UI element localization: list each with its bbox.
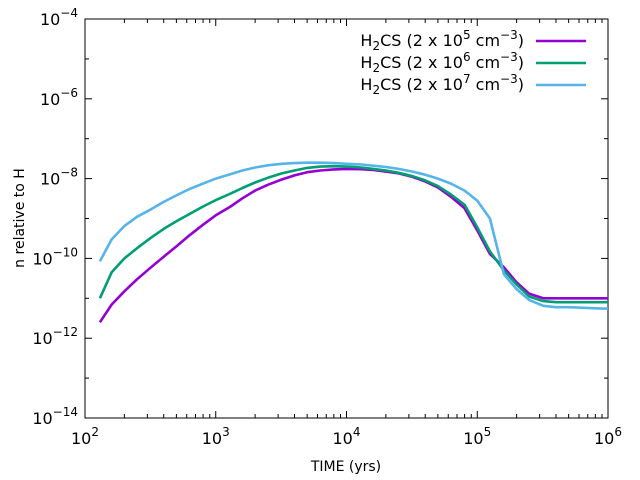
legend: H2CS (2 x 105 cm−3)H2CS (2 x 106 cm−3)H2… bbox=[360, 28, 586, 97]
x-tick-labels: 102 103 104 105 106 bbox=[71, 425, 622, 448]
series-line-3 bbox=[98, 161, 609, 310]
series-line-1 bbox=[98, 167, 608, 324]
legend-label-2: H2CS (2 x 106 cm−3) bbox=[360, 50, 524, 75]
y-tick-label: 10−8 bbox=[40, 166, 78, 189]
x-tick-label: 104 bbox=[333, 425, 361, 448]
series-lines bbox=[98, 161, 609, 324]
ticks bbox=[84, 18, 609, 419]
y-tick-label: 10−10 bbox=[32, 245, 78, 268]
x-axis-label: TIME (yrs) bbox=[310, 459, 381, 475]
x-tick-label: 105 bbox=[463, 425, 491, 448]
y-tick-label: 10−6 bbox=[40, 86, 78, 109]
x-tick-label: 106 bbox=[594, 425, 622, 448]
x-tick-label: 102 bbox=[71, 425, 99, 448]
legend-label-1: H2CS (2 x 105 cm−3) bbox=[360, 28, 524, 53]
y-tick-label: 10−14 bbox=[32, 405, 78, 428]
legend-label-3: H2CS (2 x 107 cm−3) bbox=[360, 72, 524, 97]
plot-area bbox=[84, 18, 609, 419]
x-tick-label: 103 bbox=[202, 425, 230, 448]
y-axis-label: n relative to H bbox=[12, 168, 28, 268]
y-tick-label: 10−12 bbox=[32, 325, 78, 348]
series-line-2 bbox=[98, 164, 608, 304]
y-tick-label: 10−4 bbox=[40, 6, 78, 29]
y-tick-labels: 10−14 10−12 10−10 10−8 10−6 10−4 bbox=[32, 6, 78, 428]
